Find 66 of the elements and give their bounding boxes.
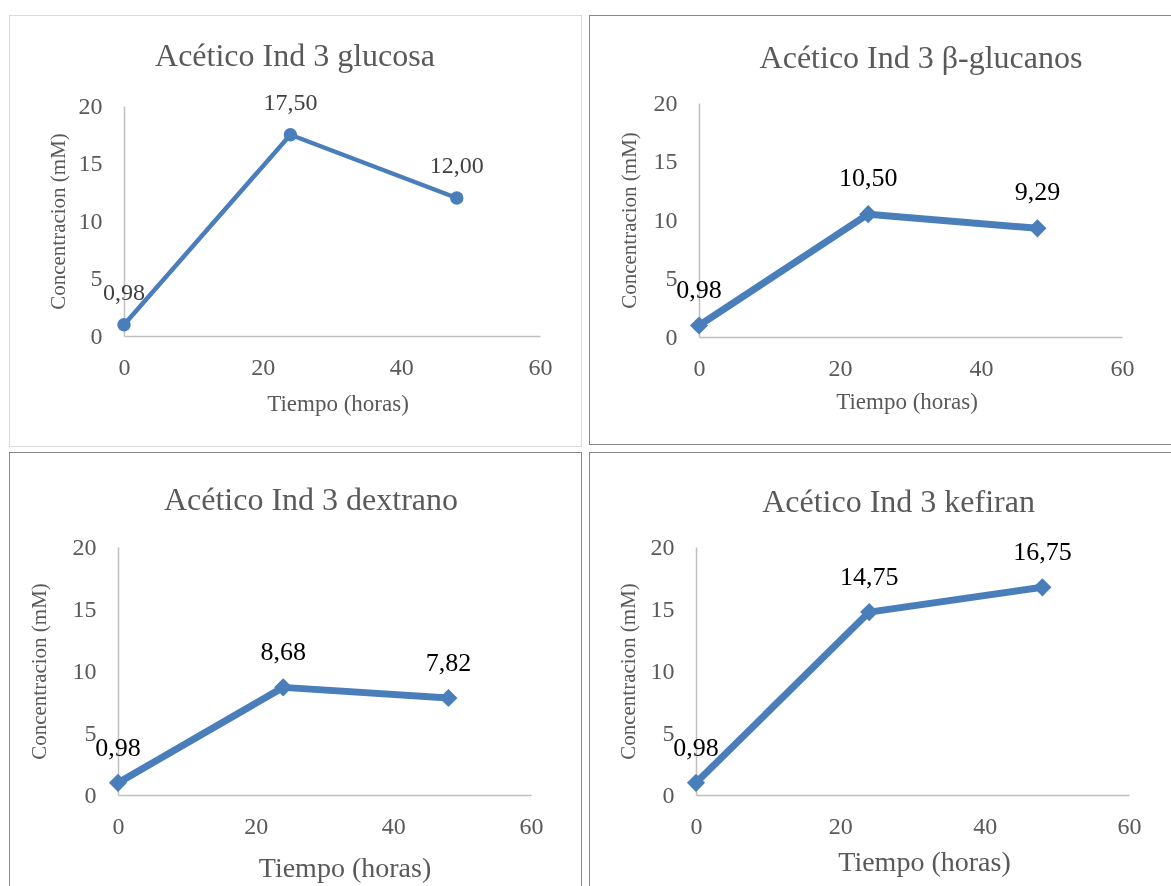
x-tick-label: 0 bbox=[690, 812, 702, 838]
x-tick-label: 60 bbox=[519, 812, 543, 838]
y-tick-label: 0 bbox=[84, 781, 96, 807]
y-tick-label: 10 bbox=[650, 657, 674, 683]
data-label: 17,50 bbox=[262, 88, 317, 115]
x-axis-title: Tiempo (horas) bbox=[835, 388, 978, 413]
x-tick-label: 20 bbox=[250, 353, 275, 379]
y-tick-label: 20 bbox=[653, 89, 677, 115]
x-tick-label: 0 bbox=[693, 354, 705, 380]
y-tick-label: 5 bbox=[665, 264, 677, 291]
y-tick-label: 20 bbox=[78, 92, 102, 118]
y-tick-label: 5 bbox=[662, 719, 674, 745]
point bbox=[283, 127, 297, 141]
chart-title: Acético Ind 3 kefiran bbox=[761, 482, 1035, 519]
point bbox=[449, 190, 464, 205]
data-label: 9,29 bbox=[1014, 176, 1060, 206]
x-tick-label: 0 bbox=[118, 353, 130, 379]
y-tick-label: 0 bbox=[90, 322, 102, 348]
y-tick-label: 15 bbox=[653, 147, 677, 174]
x-tick-label: 40 bbox=[972, 812, 997, 838]
y-tick-label: 0 bbox=[665, 323, 677, 349]
x-axis-title: Tiempo (horas) bbox=[258, 851, 431, 882]
point bbox=[116, 317, 131, 331]
data-label: 0,98 bbox=[102, 278, 145, 305]
data-label: 8,68 bbox=[259, 636, 306, 666]
x-tick-label: 40 bbox=[389, 353, 414, 379]
y-axis-title: Concentracion (mM) bbox=[615, 582, 639, 760]
point bbox=[108, 773, 127, 792]
point bbox=[689, 315, 708, 335]
x-tick-label: 20 bbox=[828, 812, 853, 838]
y-axis-title: Concentracion (mM) bbox=[26, 582, 51, 760]
y-tick-label: 10 bbox=[78, 207, 102, 233]
y-tick-label: 10 bbox=[653, 206, 677, 232]
chart-title: Acético Ind 3 β-glucanos bbox=[759, 38, 1082, 74]
x-tick-label: 60 bbox=[1110, 354, 1134, 380]
point bbox=[859, 602, 878, 621]
point bbox=[858, 204, 877, 223]
data-label: 7,82 bbox=[425, 647, 471, 677]
y-tick-label: 20 bbox=[650, 533, 674, 559]
chart-title: Acético Ind 3 glucosa bbox=[154, 36, 435, 73]
y-tick-label: 5 bbox=[84, 719, 96, 745]
chart-title: Acético Ind 3 dextrano bbox=[163, 480, 458, 517]
point bbox=[273, 677, 292, 696]
x-tick-label: 0 bbox=[112, 812, 124, 838]
data-label: 10,50 bbox=[838, 162, 897, 192]
x-tick-label: 20 bbox=[243, 812, 268, 838]
x-tick-label: 60 bbox=[1117, 812, 1141, 838]
y-axis-title: Concentracion (mM) bbox=[45, 132, 69, 310]
x-axis-title: Tiempo (horas) bbox=[266, 390, 409, 415]
y-tick-label: 15 bbox=[650, 595, 674, 621]
y-tick-label: 10 bbox=[72, 657, 96, 683]
x-tick-label: 60 bbox=[528, 353, 552, 379]
x-tick-label: 20 bbox=[828, 354, 852, 380]
data-label: 16,75 bbox=[1012, 536, 1072, 566]
x-tick-label: 40 bbox=[381, 812, 406, 838]
x-axis-title: Tiempo (horas) bbox=[837, 845, 1011, 876]
y-tick-label: 0 bbox=[662, 781, 674, 807]
y-tick-label: 20 bbox=[72, 533, 96, 559]
point bbox=[686, 773, 705, 792]
data-label: 14,75 bbox=[839, 561, 898, 591]
y-tick-label: 5 bbox=[90, 264, 102, 291]
y-tick-label: 15 bbox=[72, 595, 96, 621]
y-axis-title: Concentracion (mM) bbox=[616, 131, 640, 309]
data-label: 12,00 bbox=[429, 151, 484, 178]
x-tick-label: 40 bbox=[969, 354, 993, 380]
y-tick-label: 15 bbox=[78, 149, 102, 176]
